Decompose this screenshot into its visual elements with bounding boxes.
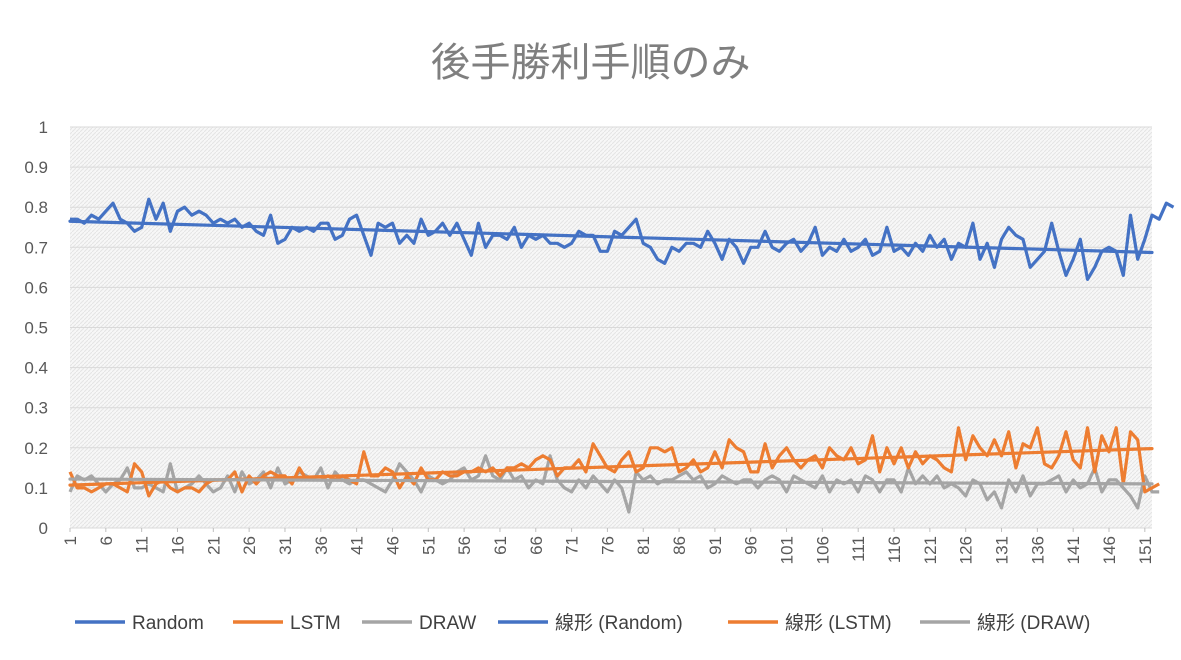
- x-tick-label: 26: [240, 536, 259, 555]
- x-tick-label: 46: [383, 536, 402, 555]
- trend-line-draw: [68, 477, 1154, 486]
- y-tick-label: 0.9: [24, 158, 48, 177]
- x-tick-label: 126: [957, 536, 976, 564]
- legend-item: DRAW: [362, 613, 476, 634]
- x-tick-label: 6: [97, 536, 116, 545]
- x-tick-label: 106: [813, 536, 832, 564]
- legend-label: 線形 (LSTM): [785, 612, 892, 634]
- x-tick-label: 76: [598, 536, 617, 555]
- legend-label: Random: [132, 613, 204, 634]
- y-tick-label: 0.5: [24, 319, 48, 338]
- x-tick-label: 111: [849, 536, 868, 562]
- y-tick-label: 0.8: [24, 198, 48, 217]
- legend-item: 線形 (Random): [498, 612, 683, 634]
- x-tick-label: 91: [706, 536, 725, 555]
- x-tick-label: 31: [276, 536, 295, 555]
- chart-title: 後手勝利手順のみ: [430, 40, 751, 86]
- y-tick-label: 0.6: [24, 278, 48, 297]
- x-tick-label: 66: [527, 536, 546, 555]
- y-tick-label: 0.7: [24, 238, 48, 257]
- x-tick-label: 101: [778, 536, 797, 564]
- x-tick-label: 21: [204, 536, 223, 555]
- x-tick-label: 36: [312, 536, 331, 555]
- x-tick-label: 11: [133, 536, 152, 554]
- y-tick-label: 1: [39, 118, 48, 137]
- x-tick-label: 121: [921, 536, 940, 564]
- x-tick-label: 56: [455, 536, 474, 555]
- legend-item: LSTM: [233, 613, 341, 634]
- x-tick-label: 131: [993, 536, 1012, 564]
- legend-label: LSTM: [290, 613, 341, 634]
- x-tick-label: 116: [885, 536, 904, 563]
- x-tick-label: 81: [634, 536, 653, 555]
- x-tick-label: 96: [742, 536, 761, 555]
- x-tick-label: 41: [348, 536, 367, 555]
- x-tick-label: 141: [1064, 536, 1083, 564]
- legend-item: Random: [75, 613, 204, 634]
- y-tick-label: 0.4: [24, 359, 48, 378]
- y-tick-label: 0.3: [24, 399, 48, 418]
- series-line-random: [70, 197, 1175, 281]
- trend-line-random: [68, 219, 1154, 255]
- y-tick-label: 0.2: [24, 439, 48, 458]
- legend-item: 線形 (LSTM): [728, 612, 892, 634]
- x-tick-label: 61: [491, 536, 510, 555]
- legend-label: 線形 (Random): [555, 612, 683, 634]
- x-tick-label: 71: [563, 536, 582, 555]
- legend-label: DRAW: [419, 613, 476, 634]
- legend-label: 線形 (DRAW): [977, 612, 1090, 634]
- x-tick-label: 1: [61, 536, 80, 545]
- x-tick-label: 151: [1136, 536, 1155, 564]
- y-tick-label: 0.1: [24, 479, 48, 498]
- x-tick-label: 136: [1028, 536, 1047, 564]
- y-tick-label: 0: [39, 519, 48, 538]
- x-tick-label: 16: [168, 536, 187, 555]
- x-tick-label: 51: [419, 536, 438, 555]
- legend-item: 線形 (DRAW): [920, 612, 1090, 634]
- x-tick-label: 146: [1100, 536, 1119, 564]
- x-tick-label: 86: [670, 536, 689, 555]
